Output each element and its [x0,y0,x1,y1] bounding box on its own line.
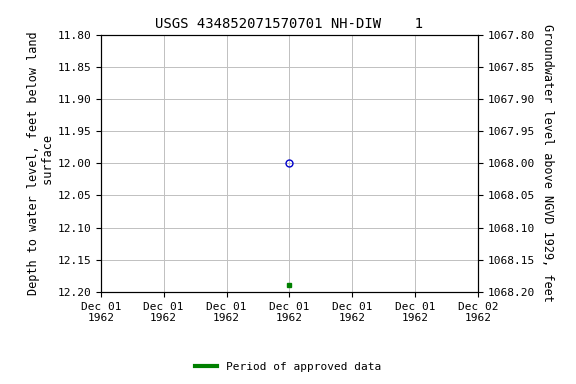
Title: USGS 434852071570701 NH-DIW    1: USGS 434852071570701 NH-DIW 1 [156,17,423,31]
Legend: Period of approved data: Period of approved data [191,358,385,377]
Y-axis label: Groundwater level above NGVD 1929, feet: Groundwater level above NGVD 1929, feet [541,24,554,302]
Y-axis label: Depth to water level, feet below land
 surface: Depth to water level, feet below land su… [26,31,55,295]
